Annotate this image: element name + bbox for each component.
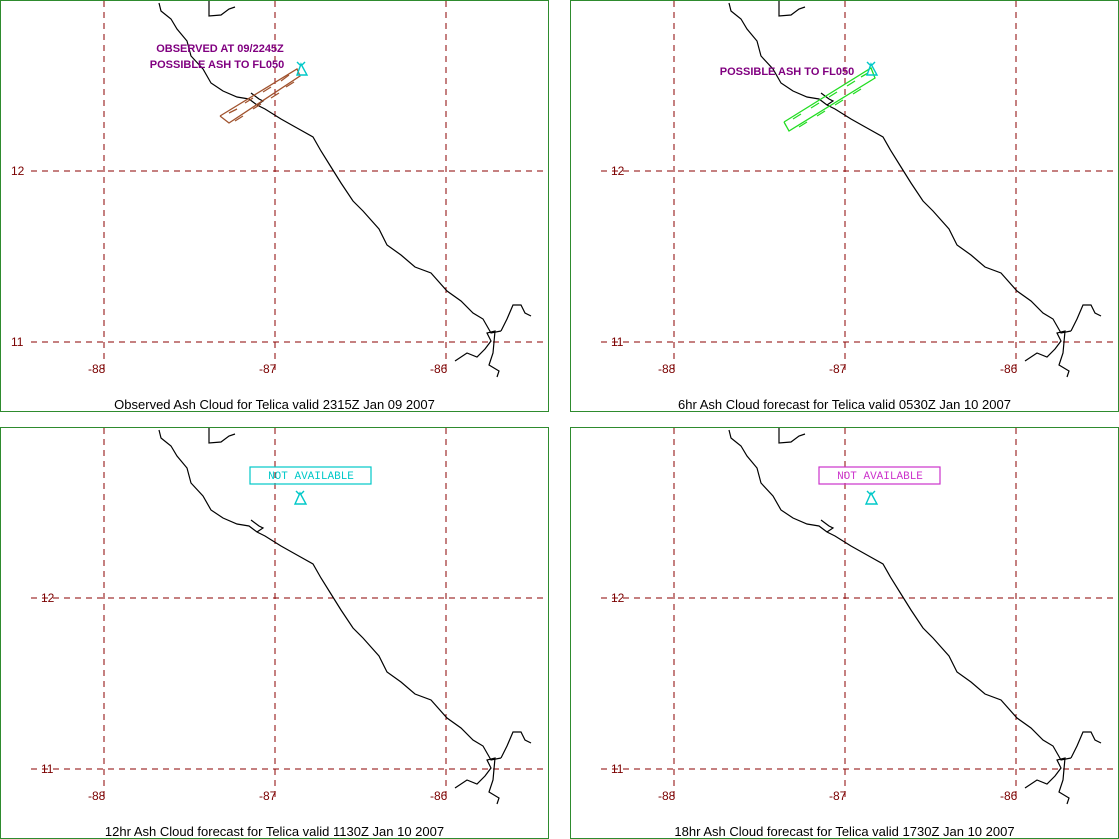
lat-label-11: 11 xyxy=(11,335,24,349)
grid xyxy=(601,428,1118,798)
not-available-box xyxy=(249,466,372,485)
coastline xyxy=(728,428,1102,805)
lon-label-88: -88 xyxy=(658,789,676,803)
map-fcst-12hr: 12 11 -88 -87 -86 NOT AVAILABLE xyxy=(31,428,548,805)
lat-label-11: 11 xyxy=(611,335,624,349)
panel-fcst-6hr: 12 11 -88 -87 -86 POSSIBLE ASH TO FL050 … xyxy=(570,0,1119,412)
annotation-line-1: POSSIBLE ASH TO FL050 xyxy=(720,66,854,78)
panel-caption: 6hr Ash Cloud forecast for Telica valid … xyxy=(678,397,1011,412)
annotation-line-2: POSSIBLE ASH TO FL050 xyxy=(150,59,284,71)
not-available-label: NOT AVAILABLE xyxy=(268,471,354,483)
coastline xyxy=(158,1,532,378)
volcano-icon xyxy=(293,490,308,505)
coastline xyxy=(728,1,1102,378)
lat-label-11: 11 xyxy=(41,762,54,776)
volcano-icon xyxy=(866,61,879,76)
map-observed: 12 11 -88 -87 -86 OBSERVED AT 09/2245Z P… xyxy=(11,1,548,378)
coastline xyxy=(158,428,532,805)
ash-cloud-observed xyxy=(219,68,301,124)
panel-fcst-12hr: 12 11 -88 -87 -86 NOT AVAILABLE 12hr Ash… xyxy=(0,427,549,839)
annotation-line-1: OBSERVED AT 09/2245Z xyxy=(156,43,284,55)
volcano-icon xyxy=(296,61,309,76)
lon-label-88: -88 xyxy=(88,789,106,803)
lon-label-87: -87 xyxy=(259,362,277,376)
lat-label-12: 12 xyxy=(11,164,25,178)
volcano-icon xyxy=(864,490,879,505)
lon-label-87: -87 xyxy=(259,789,277,803)
lon-label-86: -86 xyxy=(1000,362,1018,376)
lon-label-88: -88 xyxy=(88,362,106,376)
panel-fcst-18hr: 12 11 -88 -87 -86 NOT AVAILABLE 18hr Ash… xyxy=(570,427,1119,839)
panel-caption: 18hr Ash Cloud forecast for Telica valid… xyxy=(674,824,1015,839)
panel-caption: 12hr Ash Cloud forecast for Telica valid… xyxy=(104,824,445,839)
lat-label-12: 12 xyxy=(611,164,625,178)
lat-label-12: 12 xyxy=(611,591,625,605)
map-fcst-6hr: 12 11 -88 -87 -86 POSSIBLE ASH TO FL050 xyxy=(601,1,1118,378)
lon-label-86: -86 xyxy=(1000,789,1018,803)
lon-label-88: -88 xyxy=(658,362,676,376)
map-fcst-18hr: 12 11 -88 -87 -86 NOT AVAILABLE xyxy=(601,428,1118,805)
panel-caption: Observed Ash Cloud for Telica valid 2315… xyxy=(114,397,435,412)
lon-label-87: -87 xyxy=(829,362,847,376)
grid xyxy=(601,1,1118,371)
lat-label-12: 12 xyxy=(41,591,55,605)
panel-observed: 12 11 -88 -87 -86 OBSERVED AT 09/2245Z P… xyxy=(0,0,549,412)
lon-label-87: -87 xyxy=(829,789,847,803)
not-available-box xyxy=(818,466,941,485)
lon-label-86: -86 xyxy=(430,789,448,803)
lon-label-86: -86 xyxy=(430,362,448,376)
not-available-label: NOT AVAILABLE xyxy=(837,471,923,483)
ash-cloud-forecast xyxy=(783,67,876,132)
grid xyxy=(31,1,548,371)
grid xyxy=(31,428,548,798)
lat-label-11: 11 xyxy=(611,762,624,776)
